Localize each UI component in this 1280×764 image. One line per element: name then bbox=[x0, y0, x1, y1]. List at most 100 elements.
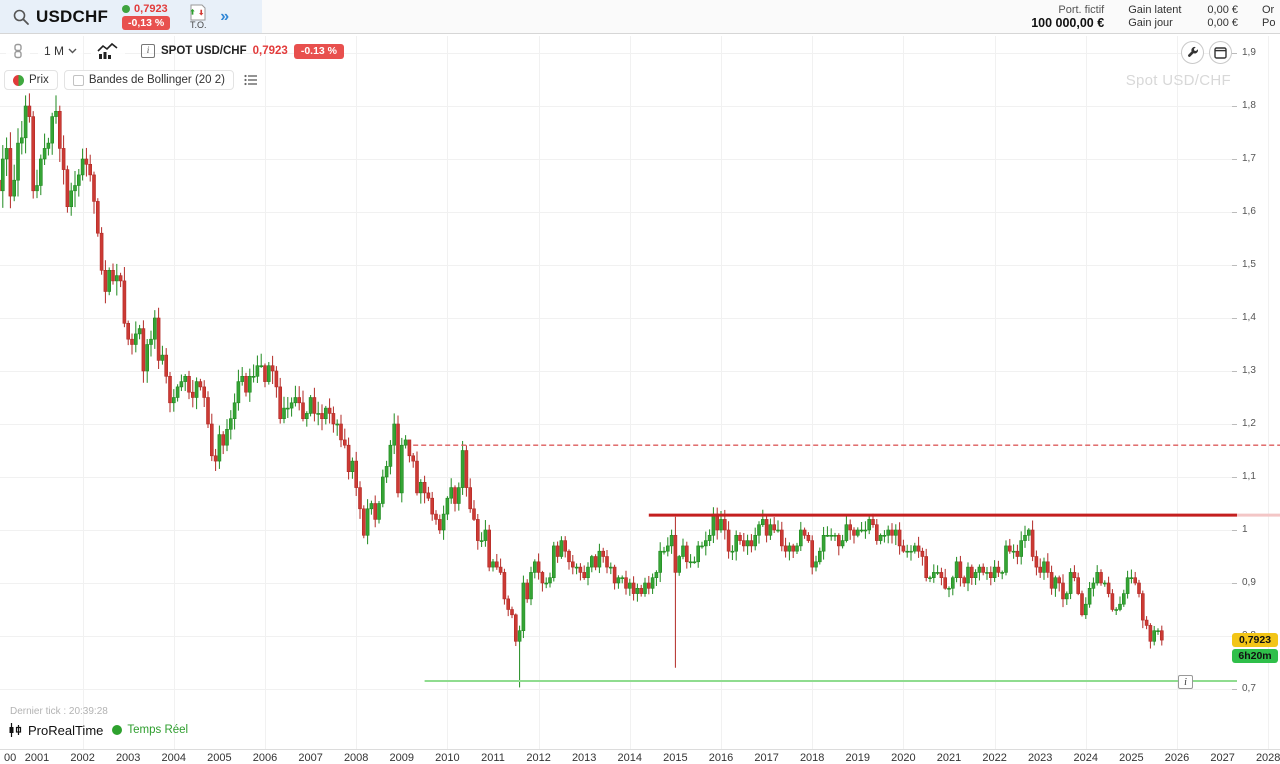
x-axis-label: 2022 bbox=[982, 752, 1007, 764]
gain-latent-value: 0,00 € bbox=[1207, 4, 1238, 16]
y-axis-label: 0,7 bbox=[1242, 683, 1256, 694]
x-axis-label: 2002 bbox=[70, 752, 95, 764]
x-axis-label: 2011 bbox=[481, 752, 505, 764]
quote-block: 0,7923 -0,13 % bbox=[122, 3, 171, 30]
x-axis-label: 2001 bbox=[24, 752, 50, 764]
realtime-dot bbox=[112, 725, 123, 735]
clipped-tabs: Or Po bbox=[1262, 4, 1280, 30]
window-icon bbox=[1214, 46, 1227, 59]
y-axis-label: 1,1 bbox=[1242, 471, 1256, 482]
y-axis-label: 1,7 bbox=[1242, 153, 1256, 164]
order-ticket-label: T.O. bbox=[189, 19, 207, 30]
chart-toolbar: 1 M i SPOT USD/CHF 0,7923 -0.13 % bbox=[6, 39, 345, 63]
search-icon bbox=[13, 9, 29, 25]
brand-row: ProRealTime Temps Réel bbox=[8, 722, 188, 738]
y-axis-label: 1,5 bbox=[1242, 259, 1256, 270]
link-button[interactable] bbox=[6, 40, 30, 62]
y-axis-label: 1,8 bbox=[1242, 100, 1256, 111]
price-chart-canvas[interactable] bbox=[0, 34, 1280, 749]
x-axis-label: 2006 bbox=[252, 752, 278, 764]
chart-type-button[interactable] bbox=[91, 39, 126, 63]
last-price: 0,7923 bbox=[134, 3, 168, 15]
chevron-down-icon bbox=[68, 48, 77, 54]
bollinger-checkbox[interactable] bbox=[72, 74, 84, 86]
x-axis-label: 2016 bbox=[708, 752, 734, 764]
indicator-list-button[interactable] bbox=[240, 70, 262, 90]
x-axis-label: 2023 bbox=[1027, 752, 1053, 764]
chart-settings-button[interactable] bbox=[1181, 41, 1204, 64]
candle-countdown-badge: 6h20m bbox=[1232, 649, 1278, 663]
last-tick-text: Dernier tick : 20:39:28 bbox=[10, 706, 108, 717]
legend-bollinger-label: Bandes de Bollinger (20 2) bbox=[88, 74, 225, 86]
realtime-status-dot bbox=[122, 5, 131, 13]
x-axis-label: 2010 bbox=[435, 752, 460, 764]
order-ticket-button[interactable]: T.O. bbox=[188, 4, 208, 30]
legend-item-bollinger[interactable]: Bandes de Bollinger (20 2) bbox=[63, 70, 234, 90]
x-axis-label: 2008 bbox=[343, 752, 369, 764]
timeframe-value: 1 M bbox=[44, 44, 65, 58]
x-axis-label: 00 bbox=[4, 752, 17, 764]
list-icon bbox=[244, 74, 257, 86]
chart-watermark: Spot USD/CHF bbox=[1125, 72, 1231, 89]
timeframe-dropdown[interactable]: 1 M bbox=[38, 41, 84, 61]
portfolio-value: 100 000,00 € bbox=[1031, 15, 1105, 30]
expand-panel-button[interactable]: » bbox=[220, 7, 230, 25]
top-bar: USDCHF 0,7923 -0,13 % T.O. » Port. ficti… bbox=[0, 0, 1280, 34]
clipped-tab-ordres[interactable]: Or bbox=[1262, 3, 1275, 16]
gain-latent-label: Gain latent bbox=[1128, 4, 1182, 16]
y-axis-label: 1,6 bbox=[1242, 206, 1256, 217]
x-axis-label: 2003 bbox=[115, 752, 141, 764]
support-line-info-icon[interactable]: i bbox=[1178, 675, 1193, 689]
x-axis-label: 2012 bbox=[526, 752, 551, 764]
chart-type-icon bbox=[97, 42, 118, 59]
brand-name[interactable]: ProRealTime bbox=[28, 722, 104, 738]
gain-jour-value: 0,00 € bbox=[1207, 17, 1238, 29]
instrument-header: USDCHF 0,7923 -0,13 % T.O. » bbox=[0, 0, 262, 33]
x-axis-label: 2024 bbox=[1073, 752, 1099, 764]
x-axis-label: 2028 bbox=[1255, 752, 1280, 764]
realtime-label: Temps Réel bbox=[127, 724, 189, 736]
chart-tools bbox=[1181, 41, 1232, 64]
instrument-change-badge: -0.13 % bbox=[293, 43, 345, 59]
info-icon[interactable]: i bbox=[141, 44, 156, 58]
y-axis-label: 1,9 bbox=[1242, 47, 1256, 58]
instrument-price: 0,7923 bbox=[252, 45, 288, 57]
chart-region: Spot USD/CHF 1 M i SPOT USD/CHF bbox=[0, 34, 1280, 764]
chart-legend: Prix Bandes de Bollinger (20 2) bbox=[4, 70, 262, 90]
x-axis-label: 2025 bbox=[1119, 752, 1144, 764]
legend-item-prix[interactable]: Prix bbox=[4, 70, 58, 90]
symbol-title: USDCHF bbox=[36, 6, 109, 26]
x-axis-label: 2026 bbox=[1164, 752, 1190, 764]
x-axis-label: 2007 bbox=[298, 752, 323, 764]
x-axis-label: 2020 bbox=[891, 752, 916, 764]
chart-window-button[interactable] bbox=[1209, 41, 1232, 64]
x-axis-label: 2004 bbox=[161, 752, 187, 764]
portfolio-summary: Port. fictif 100 000,00 € Gain latent 0,… bbox=[1031, 0, 1280, 33]
y-axis-label: 1,2 bbox=[1242, 418, 1256, 429]
link-icon bbox=[14, 43, 22, 59]
instrument-info-row: i SPOT USD/CHF 0,7923 -0.13 % bbox=[141, 43, 345, 59]
y-axis-label: 1 bbox=[1242, 524, 1248, 535]
instrument-name: SPOT USD/CHF bbox=[161, 45, 247, 57]
y-axis-label: 1,3 bbox=[1242, 365, 1256, 376]
clipped-tab-positions[interactable]: Po bbox=[1262, 16, 1276, 29]
order-ticket-icon bbox=[190, 4, 206, 20]
x-axis-label: 2015 bbox=[663, 752, 688, 764]
y-axis-label: 1,4 bbox=[1242, 312, 1256, 323]
price-series-icon bbox=[13, 74, 24, 86]
x-axis-label: 2027 bbox=[1210, 752, 1235, 764]
x-axis-label: 2014 bbox=[617, 752, 643, 764]
x-axis-label: 2019 bbox=[845, 752, 871, 764]
x-axis-label: 2005 bbox=[207, 752, 232, 764]
gain-jour-label: Gain jour bbox=[1128, 17, 1173, 29]
legend-prix-label: Prix bbox=[29, 74, 49, 86]
change-badge: -0,13 % bbox=[122, 16, 171, 30]
x-axis-label: 2013 bbox=[571, 752, 597, 764]
y-axis-label: 0,9 bbox=[1242, 577, 1256, 588]
portfolio-label: Port. fictif bbox=[1058, 3, 1105, 16]
x-axis-label: 2018 bbox=[799, 752, 825, 764]
x-axis-label: 2017 bbox=[754, 752, 779, 764]
x-axis-label: 2021 bbox=[936, 752, 962, 764]
time-axis[interactable]: 00 2001 2002 2003 2004 2005 2006 2007 2008 2009 20… bbox=[0, 749, 1280, 764]
search-button[interactable] bbox=[8, 4, 34, 30]
